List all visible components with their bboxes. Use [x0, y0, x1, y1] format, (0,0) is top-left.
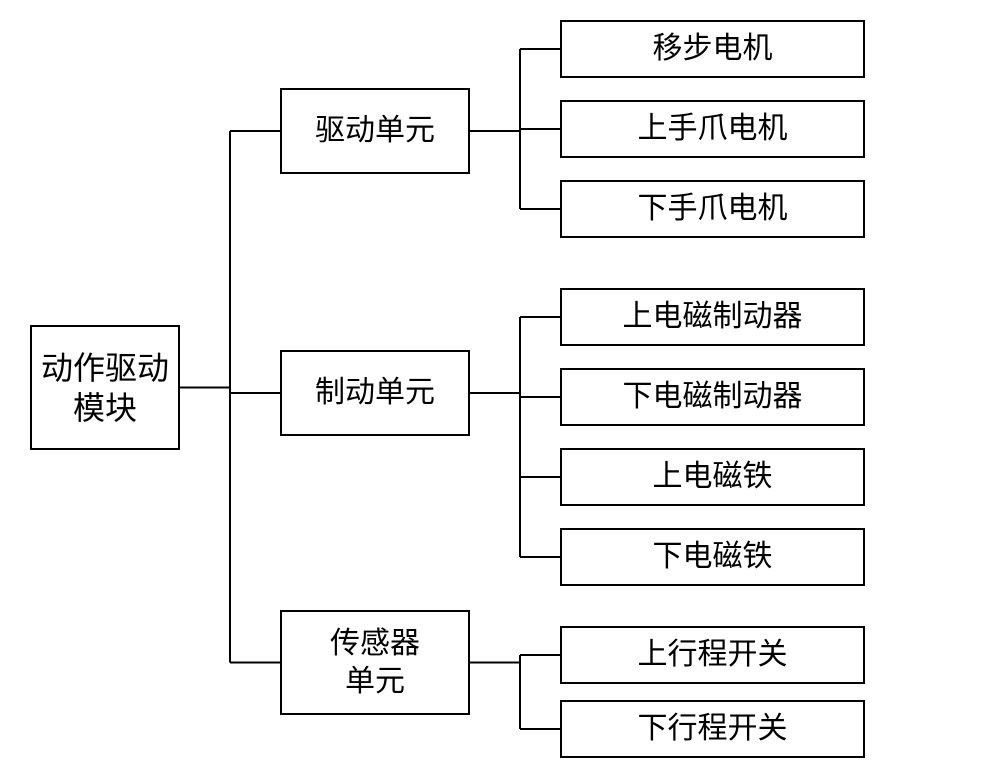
leaf-drive-0: 移步电机 — [560, 20, 865, 78]
leaf-brake-1: 下电磁制动器 — [560, 368, 865, 426]
mid-drive-label: 驱动单元 — [315, 112, 435, 150]
mid-node-sensor: 传感器 单元 — [280, 610, 470, 715]
leaf-drive-1-label: 上手爪电机 — [638, 110, 788, 148]
mid-node-brake: 制动单元 — [280, 350, 470, 436]
leaf-brake-3: 下电磁铁 — [560, 528, 865, 586]
leaf-brake-0: 上电磁制动器 — [560, 288, 865, 346]
leaf-sensor-0: 上行程开关 — [560, 626, 865, 684]
leaf-sensor-1-label: 下行程开关 — [638, 710, 788, 748]
leaf-drive-0-label: 移步电机 — [653, 30, 773, 68]
mid-node-drive: 驱动单元 — [280, 88, 470, 174]
leaf-brake-1-label: 下电磁制动器 — [623, 378, 803, 416]
leaf-sensor-1: 下行程开关 — [560, 700, 865, 758]
root-label: 动作驱动 模块 — [41, 348, 169, 428]
leaf-brake-0-label: 上电磁制动器 — [623, 298, 803, 336]
leaf-brake-2-label: 上电磁铁 — [653, 458, 773, 496]
root-node: 动作驱动 模块 — [30, 325, 180, 450]
mid-sensor-label: 传感器 单元 — [330, 625, 420, 700]
leaf-sensor-0-label: 上行程开关 — [638, 636, 788, 674]
leaf-drive-2: 下手爪电机 — [560, 180, 865, 238]
leaf-drive-2-label: 下手爪电机 — [638, 190, 788, 228]
mid-brake-label: 制动单元 — [315, 374, 435, 412]
leaf-brake-3-label: 下电磁铁 — [653, 538, 773, 576]
leaf-brake-2: 上电磁铁 — [560, 448, 865, 506]
leaf-drive-1: 上手爪电机 — [560, 100, 865, 158]
